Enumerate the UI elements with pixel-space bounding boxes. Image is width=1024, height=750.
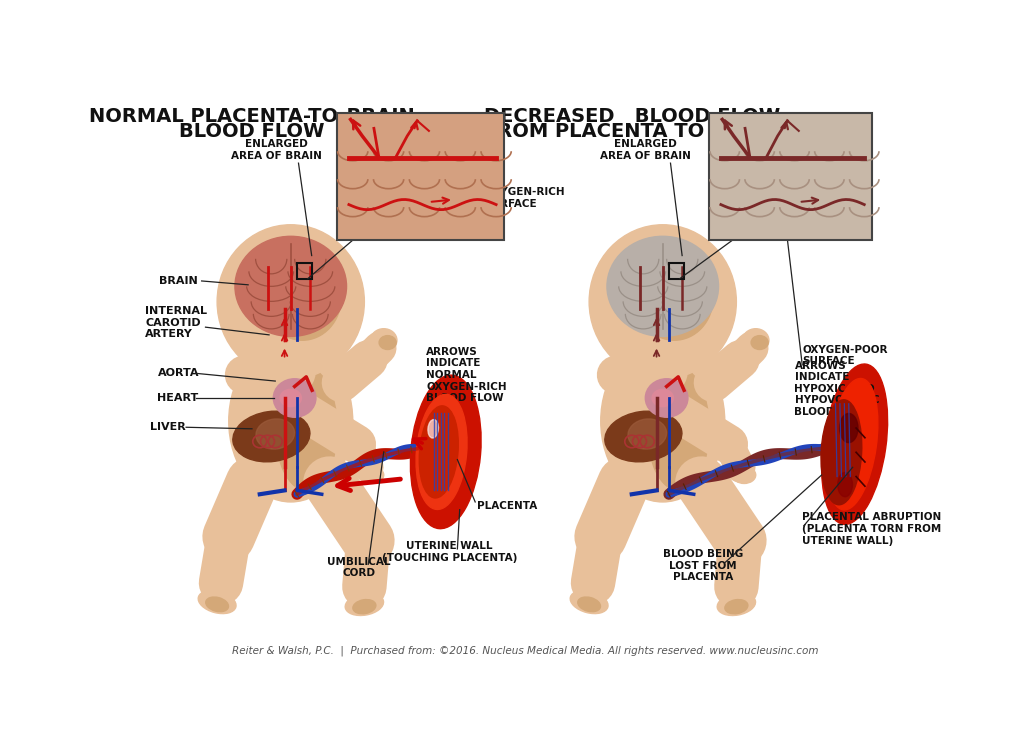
Text: PLACENTA: PLACENTA [477,501,537,511]
Ellipse shape [605,411,682,462]
Text: ENLARGED
AREA OF BRAIN: ENLARGED AREA OF BRAIN [600,140,691,160]
Ellipse shape [840,413,858,442]
Text: OXYGEN-POOR
SURFACE: OXYGEN-POOR SURFACE [802,345,888,367]
Text: DECREASED   BLOOD FLOW: DECREASED BLOOD FLOW [483,107,780,126]
Text: Reiter & Walsh, P.C.  |  Purchased from: ©2016. Nucleus Medical Media. All right: Reiter & Walsh, P.C. | Purchased from: ©… [231,646,818,656]
Ellipse shape [379,336,396,350]
Bar [337,113,504,240]
Ellipse shape [360,466,384,484]
Text: UMBILICAL
CORD: UMBILICAL CORD [328,556,391,578]
Text: ARROWS
INDICATE
NORMAL
OXYGEN-RICH
BLOOD FLOW: ARROWS INDICATE NORMAL OXYGEN-RICH BLOOD… [426,346,507,403]
Ellipse shape [199,590,237,613]
Ellipse shape [717,593,756,616]
Bar [669,263,684,279]
Ellipse shape [647,368,710,490]
Text: INTERNAL
CAROTID
ARTERY: INTERNAL CAROTID ARTERY [145,306,207,339]
Text: PLACENTAL ABRUPTION
(PLACENTA TORN FROM
UTERINE WALL): PLACENTAL ABRUPTION (PLACENTA TORN FROM … [802,512,941,545]
Text: AORTA: AORTA [158,368,199,378]
Text: OXYGEN-RICH
SURFACE: OXYGEN-RICH SURFACE [484,187,565,209]
Text: BRAIN: BRAIN [159,276,198,286]
Ellipse shape [601,340,725,502]
Ellipse shape [228,340,352,502]
Ellipse shape [725,599,748,613]
Text: UTERINE WALL
(TOUCHING PLACENTA): UTERINE WALL (TOUCHING PLACENTA) [382,542,517,562]
Ellipse shape [636,256,713,340]
Text: FROM PLACENTA TO BRAIN: FROM PLACENTA TO BRAIN [484,122,779,141]
Ellipse shape [570,590,608,613]
Ellipse shape [751,336,768,350]
Text: ENLARGED
AREA OF BRAIN: ENLARGED AREA OF BRAIN [231,140,323,160]
Bar [297,263,312,279]
Ellipse shape [419,406,459,498]
Ellipse shape [652,389,674,406]
Text: BLOOD FLOW: BLOOD FLOW [179,122,325,141]
Text: ARROWS
INDICATE
HYPOXIC AND
HYPOVOLEMIC
BLOOD FLOW: ARROWS INDICATE HYPOXIC AND HYPOVOLEMIC … [795,361,879,417]
Text: LIVER: LIVER [150,422,185,432]
Ellipse shape [645,379,688,417]
Ellipse shape [732,466,756,484]
Ellipse shape [838,472,852,496]
Ellipse shape [428,419,438,438]
Ellipse shape [411,375,481,529]
Ellipse shape [275,368,337,490]
Ellipse shape [281,389,301,406]
Ellipse shape [607,236,719,337]
Ellipse shape [827,379,878,510]
Bar [710,113,872,240]
Text: BLOOD BEING
LOST FROM
PLACENTA: BLOOD BEING LOST FROM PLACENTA [663,549,743,583]
Ellipse shape [234,236,346,337]
Ellipse shape [371,328,397,352]
Ellipse shape [821,400,862,505]
Text: NORMAL PLACENTA-TO-BRAIN: NORMAL PLACENTA-TO-BRAIN [89,107,415,126]
Ellipse shape [578,597,600,612]
Ellipse shape [416,394,467,509]
Ellipse shape [206,597,228,612]
Ellipse shape [273,379,316,417]
Ellipse shape [217,225,365,379]
Ellipse shape [263,256,341,340]
Text: HEART: HEART [158,393,199,403]
Ellipse shape [353,599,376,613]
Ellipse shape [628,419,667,449]
Ellipse shape [256,419,295,449]
Ellipse shape [742,328,769,352]
Ellipse shape [345,593,384,616]
Ellipse shape [232,411,310,462]
Ellipse shape [821,364,888,524]
Ellipse shape [589,225,736,379]
